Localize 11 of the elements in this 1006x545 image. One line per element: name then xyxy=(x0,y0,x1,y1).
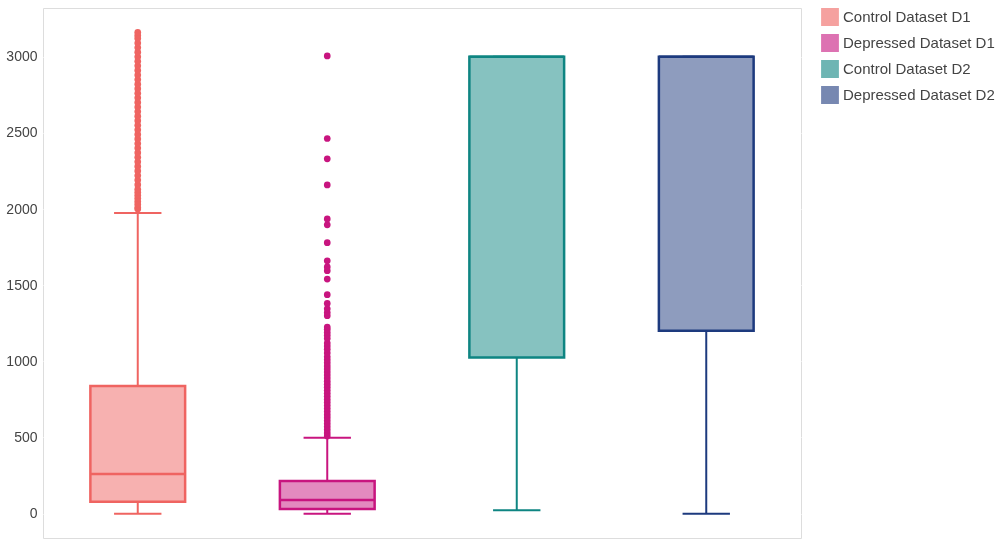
y-tick-label: 500 xyxy=(14,428,38,445)
legend-label: Control Dataset D1 xyxy=(843,8,971,25)
y-tick-label: 2500 xyxy=(6,124,38,141)
legend-label: Depressed Dataset D2 xyxy=(843,86,995,103)
legend-label: Control Dataset D2 xyxy=(843,60,971,77)
y-tick-label: 0 xyxy=(29,505,38,522)
y-tick-label: 1500 xyxy=(6,276,38,293)
y-tick-label: 1000 xyxy=(6,352,38,369)
y-tick-label: 2000 xyxy=(6,200,38,217)
legend-label: Depressed Dataset D1 xyxy=(843,34,995,51)
y-tick-label: 3000 xyxy=(6,48,38,65)
